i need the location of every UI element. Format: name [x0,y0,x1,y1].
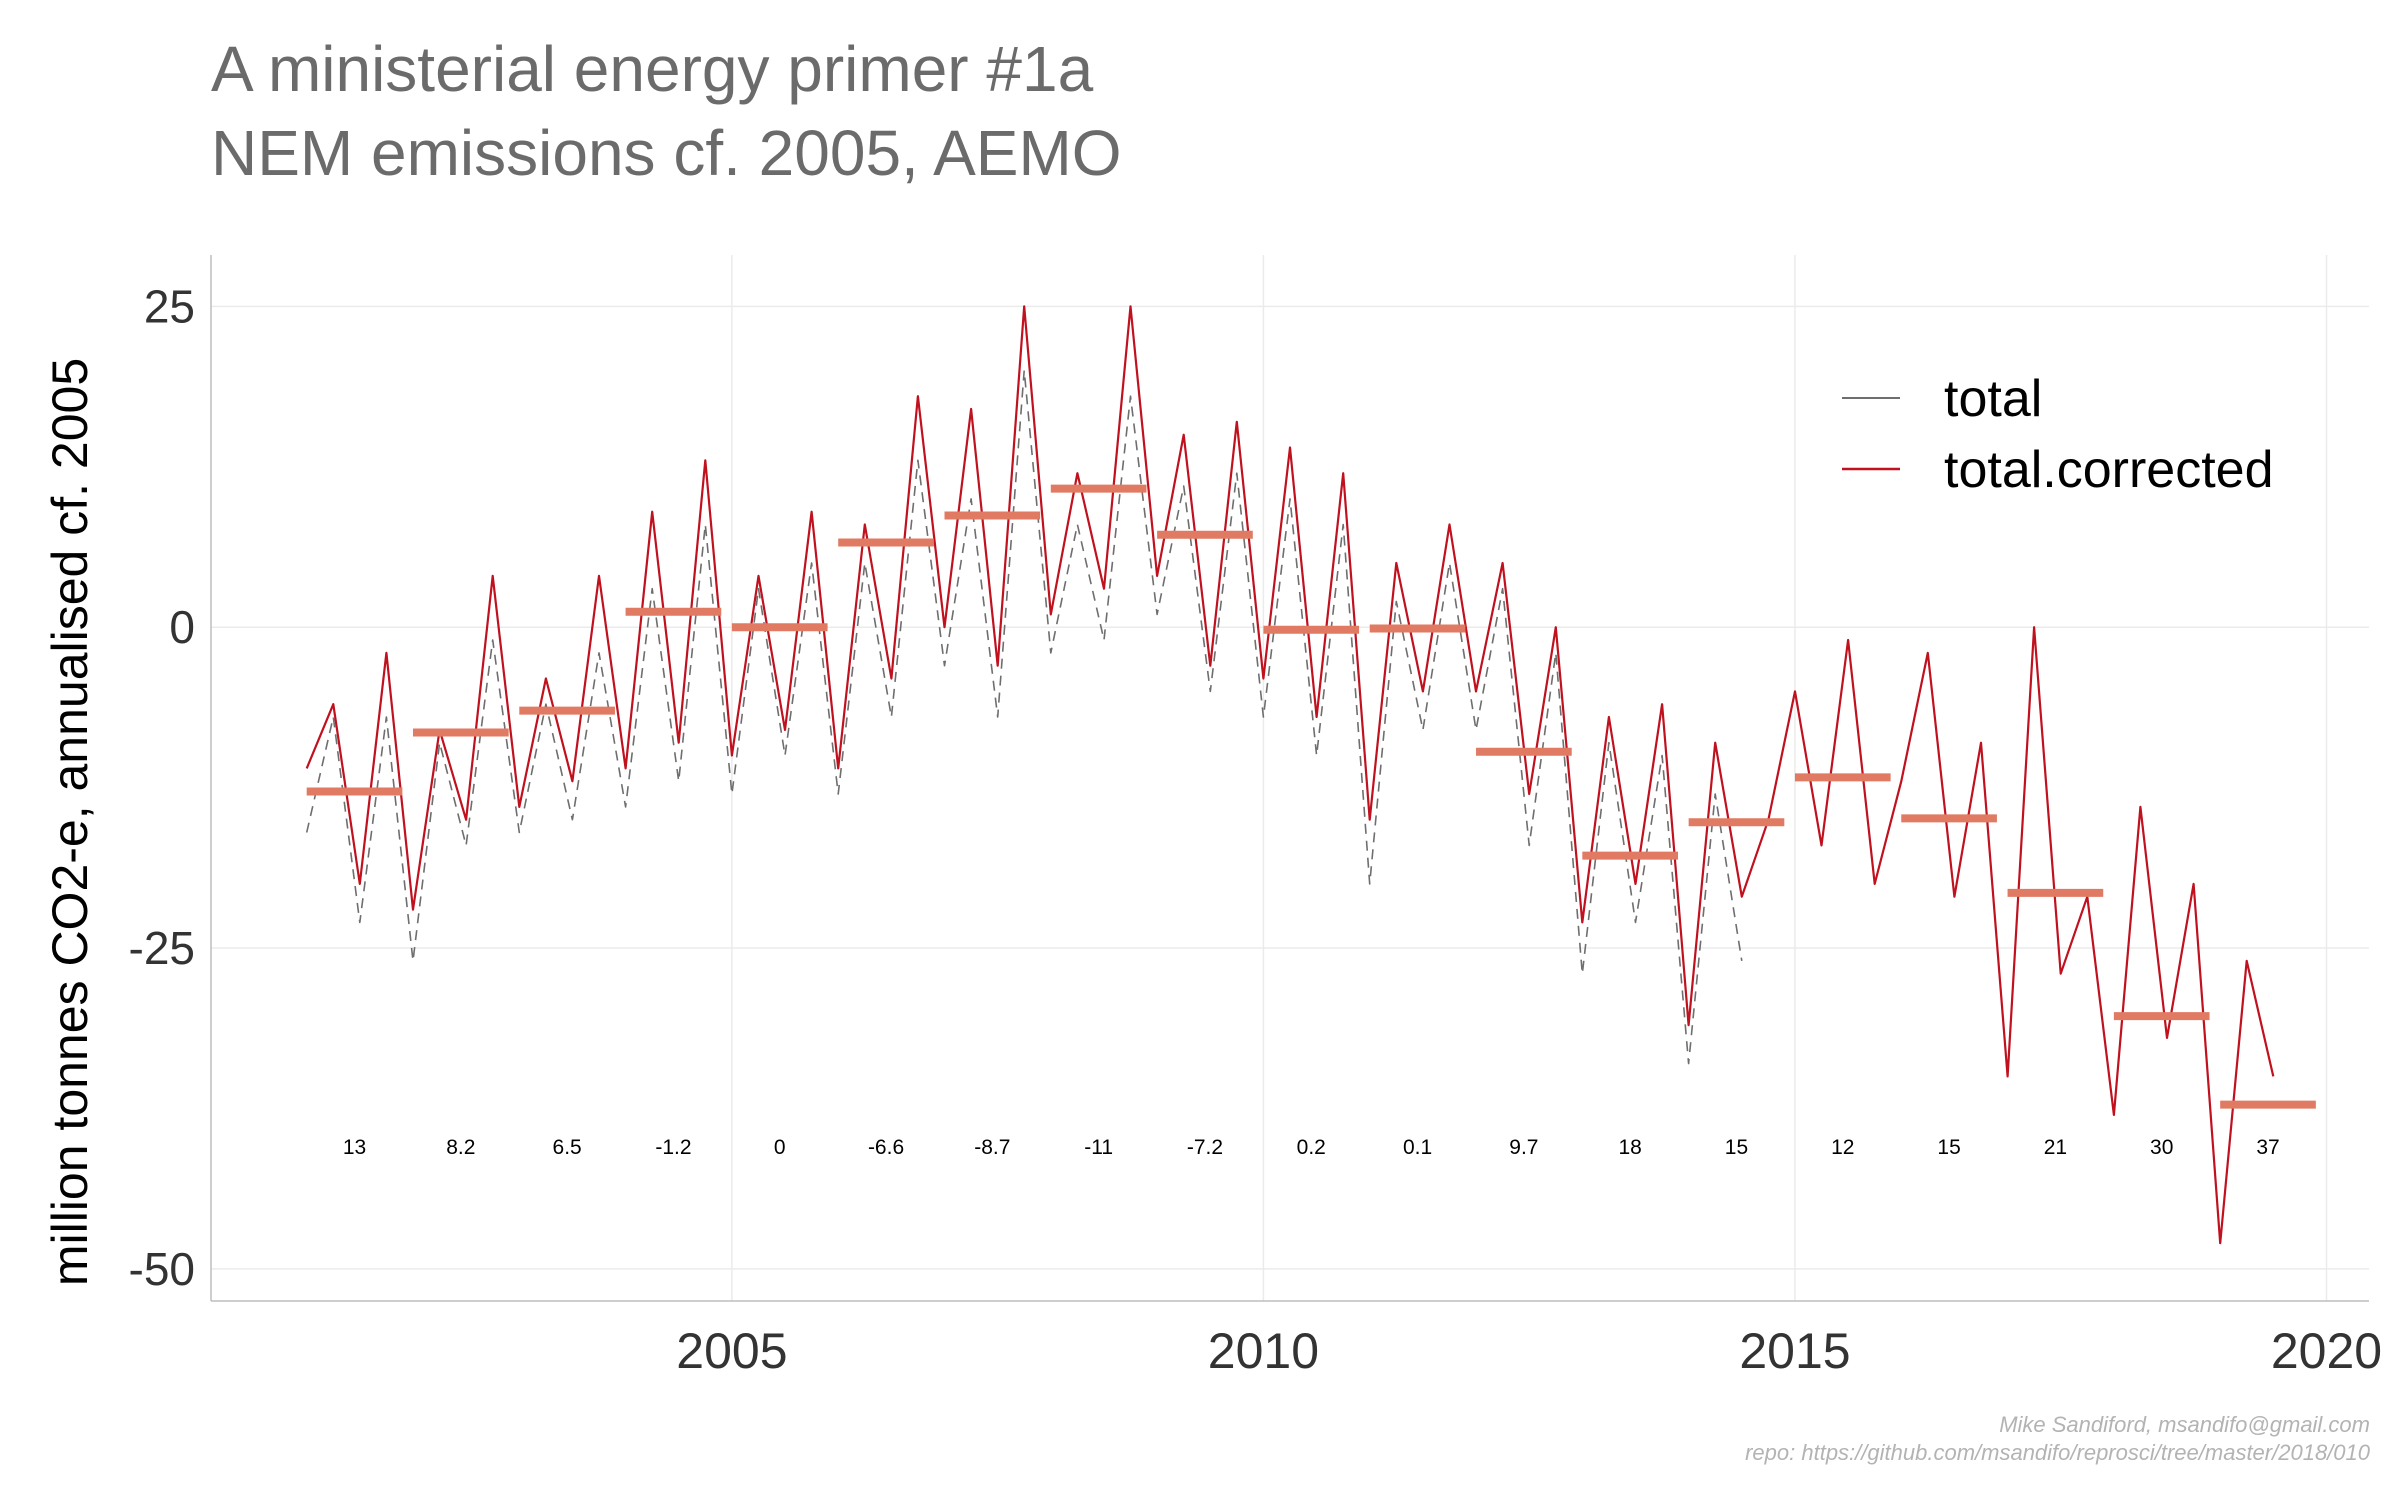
annual-change-label: 0.2 [1297,1136,1326,1159]
annual-change-label: 37 [2256,1136,2279,1159]
axis-lines [210,255,2369,1302]
series-line-total [305,369,1743,1065]
annual-change-labels: 13 8.2 6.5 -1.2 0 -6.6 -8.7 -11 -7.2 0.2 0.1 9.7 18 1… [343,1136,2280,1159]
annual-change-label: -8.7 [974,1136,1010,1159]
grid-lines [211,255,2369,1301]
annual-change-label: 0.1 [1403,1136,1432,1159]
x-tick-label: 2005 [676,1323,787,1379]
chart-title: A ministerial energy primer #1a [211,33,1094,105]
annual-change-label: -11 [1084,1136,1113,1159]
x-tick-label: 2010 [1208,1323,1319,1379]
y-tick-labels: -50 -25 0 25 [129,280,195,1295]
annual-change-label: 13 [343,1136,366,1159]
annual-change-label: 9.7 [1509,1136,1538,1159]
y-tick-label: -25 [129,922,195,974]
y-tick-label: 0 [169,601,195,653]
x-tick-label: 2015 [1739,1323,1850,1379]
x-tick-label: 2020 [2271,1323,2382,1379]
legend: total total.corrected [1842,370,2274,499]
caption-repo: repo: https://github.com/msandifo/repros… [1745,1440,2370,1465]
annual-change-label: -7.2 [1187,1136,1223,1159]
annual-change-label: 0 [774,1136,786,1159]
annual-change-label: 18 [1618,1136,1641,1159]
caption-author: Mike Sandiford, msandifo@gmail.com [1999,1412,2370,1437]
annual-change-label: 6.5 [553,1136,582,1159]
x-tick-labels: 2005 2010 2015 2020 [676,1323,2382,1379]
annual-change-label: 8.2 [446,1136,475,1159]
y-tick-label: 25 [144,280,195,332]
chart-subtitle: NEM emissions cf. 2005, AEMO [211,117,1122,189]
annual-change-label: 21 [2044,1136,2067,1159]
annual-change-label: 12 [1831,1136,1854,1159]
annual-change-label: 15 [1937,1136,1960,1159]
legend-label-total: total [1944,370,2042,428]
annual-mean-bars [306,484,2316,1109]
legend-label-total-corrected: total.corrected [1944,441,2274,499]
y-tick-label: -50 [129,1243,195,1295]
annual-change-label: -6.6 [868,1136,904,1159]
annual-change-label: 30 [2150,1136,2173,1159]
annual-change-label: -1.2 [655,1136,691,1159]
annual-change-label: 15 [1725,1136,1748,1159]
